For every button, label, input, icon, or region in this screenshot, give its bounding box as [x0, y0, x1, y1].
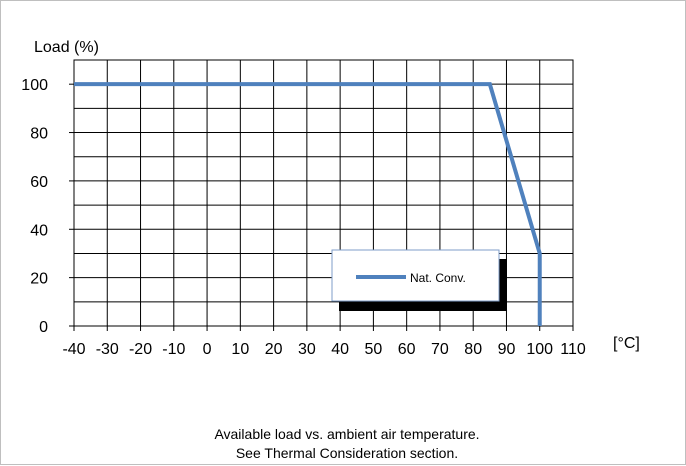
- y-tick-label: 100: [21, 77, 48, 94]
- y-tick-label: 20: [30, 271, 48, 288]
- x-tick-label: -20: [129, 341, 152, 358]
- x-tick-label: -30: [96, 341, 119, 358]
- caption-line-1: Available load vs. ambient air temperatu…: [214, 426, 479, 442]
- x-tick-label: -10: [162, 341, 185, 358]
- series: [74, 82, 542, 326]
- y-axis-label: Load (%): [34, 39, 99, 56]
- axes: [69, 83, 574, 331]
- x-tick-label: 60: [398, 341, 416, 358]
- x-tick-label: 50: [365, 341, 383, 358]
- x-tick-label: 20: [265, 341, 283, 358]
- y-tick-label: 0: [39, 319, 48, 336]
- x-tick-label: 30: [298, 341, 316, 358]
- x-tick-label: 40: [331, 341, 349, 358]
- x-tick-label: -40: [62, 341, 85, 358]
- x-tick-label: 100: [526, 341, 553, 358]
- x-tick-label: 90: [498, 341, 516, 358]
- x-tick-label: 0: [203, 341, 212, 358]
- y-tick-label: 60: [30, 174, 48, 191]
- legend-label: Nat. Conv.: [410, 271, 466, 285]
- y-tick-label: 40: [30, 222, 48, 239]
- tick-labels: -40 -30 -20 -10 0 10 20 30 40 50 60 70 80 90 100 110 0 20…: [21, 77, 586, 358]
- x-tick-label: 70: [431, 341, 449, 358]
- legend: Nat. Conv.: [331, 249, 507, 311]
- x-tick-label: 80: [464, 341, 482, 358]
- caption-line-2: See Thermal Consideration section.: [236, 445, 458, 461]
- x-axis-label: [°C]: [613, 335, 640, 352]
- plot-area: [73, 59, 574, 327]
- y-tick-label: 80: [30, 126, 48, 143]
- x-tick-label: 10: [231, 341, 249, 358]
- series-line: [74, 82, 542, 326]
- x-tick-label: 110: [560, 341, 586, 358]
